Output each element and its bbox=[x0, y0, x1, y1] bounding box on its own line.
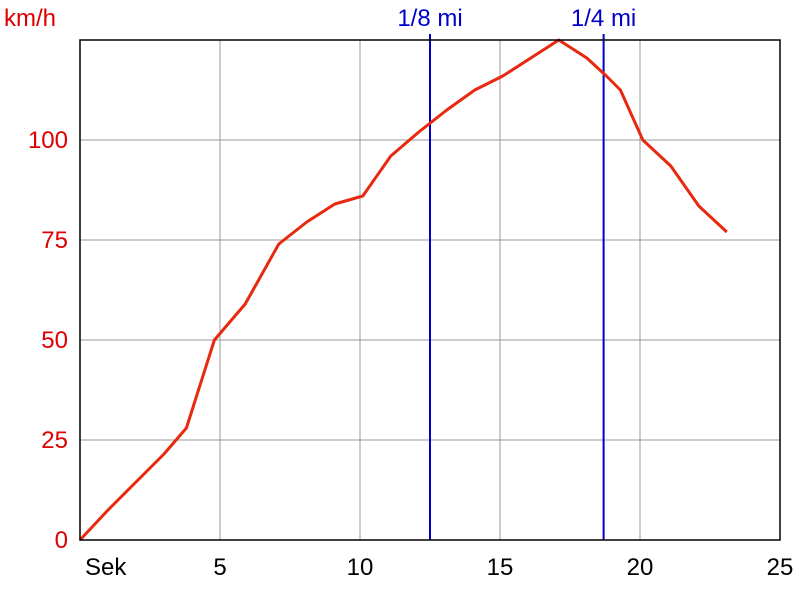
series-layer bbox=[78, 38, 728, 542]
x-tick-label: 20 bbox=[627, 554, 654, 581]
y-axis-label: km/h bbox=[4, 5, 56, 32]
x-tick-label: 10 bbox=[347, 554, 374, 581]
speed-series-line bbox=[78, 38, 728, 542]
x-tick-label: 15 bbox=[487, 554, 514, 581]
x-tick-label: 25 bbox=[767, 554, 794, 581]
x-axis-label: Sek bbox=[85, 554, 127, 581]
y-tick-label: 0 bbox=[55, 527, 68, 554]
y-tick-label: 25 bbox=[41, 427, 68, 454]
plot-frame bbox=[79, 39, 781, 541]
distance-markers: 1/8 mi 1/4 mi bbox=[397, 5, 636, 540]
tick-labels: 0 25 50 75 100 5 10 15 20 25 bbox=[28, 127, 793, 581]
distance-marker-label: 1/8 mi bbox=[397, 5, 462, 32]
y-tick-label: 100 bbox=[28, 127, 68, 154]
y-tick-label: 75 bbox=[41, 227, 68, 254]
y-tick-label: 50 bbox=[41, 327, 68, 354]
distance-marker-label: 1/4 mi bbox=[571, 5, 636, 32]
x-tick-label: 5 bbox=[213, 554, 226, 581]
